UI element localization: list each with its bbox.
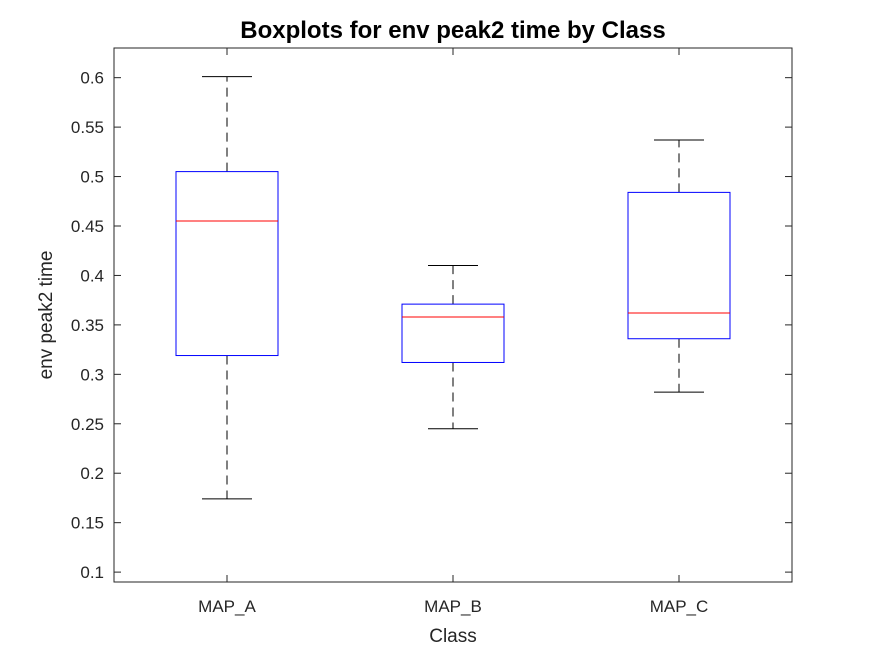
x-axis-label: Class xyxy=(429,626,477,647)
y-tick-label: 0.35 xyxy=(71,316,104,335)
x-tick-label: MAP_C xyxy=(650,597,709,616)
y-tick-label: 0.2 xyxy=(80,464,104,483)
y-tick-label: 0.5 xyxy=(80,168,104,187)
chart-title: Boxplots for env peak2 time by Class xyxy=(240,17,665,44)
y-axis: 0.1 0.15 0.2 0.25 0.3 0.35 0.4 0.45 0.5 0.55 0.6 xyxy=(71,69,792,582)
y-tick-label: 0.3 xyxy=(80,365,104,384)
y-tick-label: 0.25 xyxy=(71,415,104,434)
box-group xyxy=(627,139,731,393)
x-tick-label: MAP_B xyxy=(424,597,482,616)
box-group xyxy=(175,76,279,500)
y-tick-label: 0.6 xyxy=(80,69,104,88)
iqr-box xyxy=(627,191,731,340)
y-tick-label: 0.4 xyxy=(80,266,104,285)
iqr-box xyxy=(401,303,505,363)
y-tick-label: 0.1 xyxy=(80,563,104,582)
y-axis-label: env peak2 time xyxy=(36,251,57,380)
box-group xyxy=(401,265,505,430)
plot-area xyxy=(113,47,793,583)
plot-marks xyxy=(175,76,731,500)
iqr-box xyxy=(175,171,279,357)
y-tick-label: 0.55 xyxy=(71,118,104,137)
x-tick-label: MAP_A xyxy=(198,597,256,616)
y-tick-label: 0.45 xyxy=(71,217,104,236)
y-tick-label: 0.15 xyxy=(71,514,104,533)
x-axis: MAP_A MAP_B MAP_C xyxy=(198,48,708,616)
